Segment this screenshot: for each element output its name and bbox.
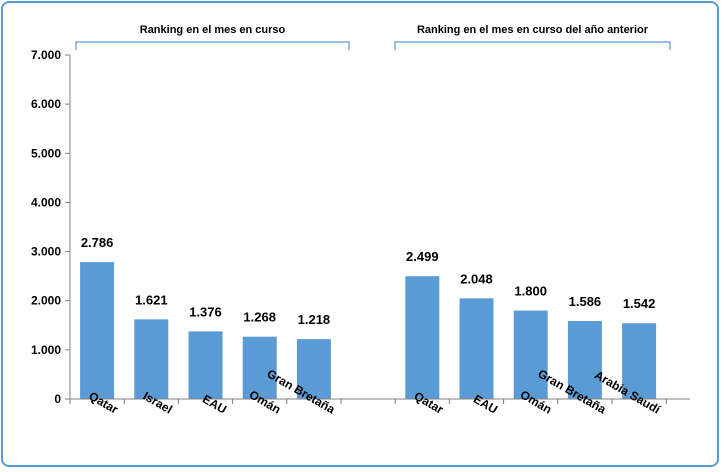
- y-tick-label: 5.000: [31, 146, 61, 160]
- y-tick-label: 1.000: [31, 343, 61, 357]
- bar: [242, 336, 277, 399]
- bar: [567, 321, 602, 399]
- bar: [134, 319, 169, 399]
- y-tick-label: 7.000: [31, 48, 61, 62]
- data-label: 1.376: [189, 304, 222, 319]
- data-label: 2.786: [81, 235, 114, 250]
- y-tick-label: 3.000: [31, 245, 61, 259]
- data-label: 1.621: [135, 292, 168, 307]
- data-label: 1.218: [298, 312, 331, 327]
- data-label: 1.268: [243, 310, 276, 325]
- data-label: 2.499: [406, 249, 439, 264]
- bar: [513, 310, 548, 399]
- bar: [622, 323, 657, 399]
- x-tick-label: EAU: [200, 392, 229, 417]
- group-brackets: Ranking en el mes en curso Ranking en el …: [75, 24, 671, 50]
- y-axis: 0 1.000 2.000 3.000 4.000 5.000 6.000 7.000: [31, 48, 71, 406]
- group-bracket: [75, 41, 350, 50]
- bar: [188, 331, 223, 399]
- data-label: 1.800: [514, 284, 547, 299]
- y-tick-label: 4.000: [31, 195, 61, 209]
- bar: [459, 298, 494, 399]
- data-labels: 2.786 1.621 1.376 1.268 1.218 2.499 2.048 1.800…: [81, 235, 656, 327]
- x-tick-label: EAU: [471, 392, 500, 417]
- data-label: 1.586: [569, 294, 602, 309]
- bars: [80, 262, 657, 399]
- data-label: 1.542: [623, 296, 656, 311]
- group-title: Ranking en el mes en curso del año anter…: [417, 24, 649, 36]
- group-bracket: [394, 41, 671, 50]
- y-tick-label: 0: [54, 392, 61, 406]
- bar: [296, 339, 331, 399]
- bar: [80, 262, 115, 399]
- y-tick-label: 2.000: [31, 294, 61, 308]
- y-tick-label: 6.000: [31, 97, 61, 111]
- bar: [405, 276, 440, 399]
- data-label: 2.048: [460, 271, 493, 286]
- group-title: Ranking en el mes en curso: [140, 24, 286, 36]
